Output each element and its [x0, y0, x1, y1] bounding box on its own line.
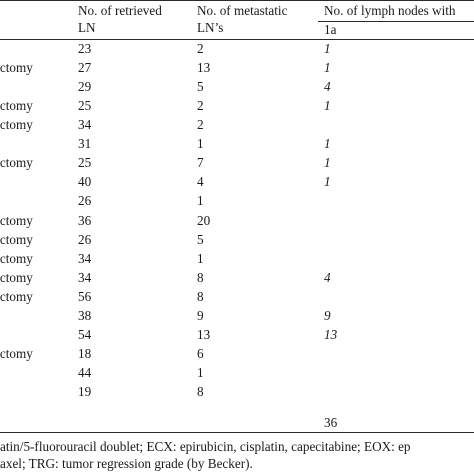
- table-bottom-rule: [0, 432, 474, 433]
- cell-retrieved: 36: [78, 212, 92, 228]
- cell-retrieved: 27: [78, 60, 92, 75]
- footnote-line1: atin/5-fluorouracil doublet; ECX: epirub…: [0, 439, 411, 454]
- cell-retrieved: 34: [78, 269, 92, 285]
- header-subcol-1a: 1a: [324, 22, 337, 37]
- cell-retrieved: 19: [78, 383, 92, 399]
- cell-station-1a: 4: [324, 269, 331, 285]
- header-metastatic-line1: No. of metastatic: [197, 3, 288, 18]
- cell-metastatic: 2: [197, 41, 204, 56]
- cell-retrieved: 26: [78, 193, 92, 209]
- footnote-line2: axel; TRG: tumor regression grade (by Be…: [0, 456, 253, 471]
- subheader-rule: [318, 21, 474, 22]
- cell-surgery: ectomy: [0, 60, 33, 75]
- cell-surgery: ectomy: [0, 288, 33, 304]
- cell-surgery: ectomy: [0, 269, 33, 285]
- cell-surgery: ectomy: [0, 212, 33, 228]
- cell-station-1a: 1: [324, 136, 331, 152]
- total-1a: 36: [324, 415, 338, 430]
- cell-station-1a: 1: [324, 41, 331, 56]
- cell-metastatic: 6: [197, 345, 204, 361]
- cell-metastatic: 13: [197, 326, 211, 342]
- cell-station-1a: 1: [324, 155, 331, 171]
- cell-metastatic: 5: [197, 231, 204, 247]
- cell-station-1a: 9: [324, 307, 331, 323]
- cell-metastatic: 2: [197, 117, 204, 133]
- cell-retrieved: 25: [78, 155, 92, 171]
- cell-retrieved: 44: [78, 364, 92, 380]
- header-retrieved-line2: LN: [78, 20, 96, 35]
- cell-retrieved: 34: [78, 117, 92, 133]
- top-rule: [0, 0, 474, 1]
- cell-metastatic: 1: [197, 364, 204, 380]
- cell-metastatic: 1: [197, 136, 204, 152]
- cell-metastatic: 13: [197, 60, 211, 75]
- cell-metastatic: 8: [197, 269, 204, 285]
- cell-surgery: ectomy: [0, 250, 33, 266]
- cell-retrieved: 38: [78, 307, 92, 323]
- cell-retrieved: 54: [78, 326, 92, 342]
- cell-metastatic: 8: [197, 383, 204, 399]
- header-stations: No. of lymph nodes with: [324, 3, 456, 18]
- cell-retrieved: 31: [78, 136, 92, 152]
- cell-metastatic: 2: [197, 98, 204, 114]
- cell-station-1a: 1: [324, 60, 331, 75]
- cell-retrieved: 18: [78, 345, 92, 361]
- cell-station-1a: 1: [324, 98, 331, 114]
- cell-surgery: ectomy: [0, 98, 33, 114]
- cell-surgery: ectomy: [0, 117, 33, 133]
- header-metastatic-line2: LN’s: [197, 20, 224, 35]
- cell-metastatic: 8: [197, 288, 204, 304]
- cell-surgery: ectomy: [0, 345, 33, 361]
- cell-station-1a: 1: [324, 174, 331, 190]
- header-bottom-rule: [0, 39, 474, 40]
- cell-retrieved: 40: [78, 174, 92, 190]
- cell-retrieved: 23: [78, 41, 92, 56]
- cell-retrieved: 34: [78, 250, 92, 266]
- cell-metastatic: 9: [197, 307, 204, 323]
- cell-surgery: ectomy: [0, 155, 33, 171]
- cell-station-1a: 4: [324, 79, 331, 95]
- cell-retrieved: 56: [78, 288, 92, 304]
- cell-retrieved: 29: [78, 79, 92, 95]
- cell-metastatic: 20: [197, 212, 211, 228]
- cell-station-1a: 13: [324, 326, 338, 342]
- cell-metastatic: 4: [197, 174, 204, 190]
- cell-metastatic: 1: [197, 250, 204, 266]
- cell-metastatic: 1: [197, 193, 204, 209]
- cell-retrieved: 25: [78, 98, 92, 114]
- header-retrieved-line1: No. of retrieved: [78, 3, 162, 18]
- cell-metastatic: 5: [197, 79, 204, 95]
- cell-surgery: ectomy: [0, 231, 33, 247]
- cell-metastatic: 7: [197, 155, 204, 171]
- cell-retrieved: 26: [78, 231, 92, 247]
